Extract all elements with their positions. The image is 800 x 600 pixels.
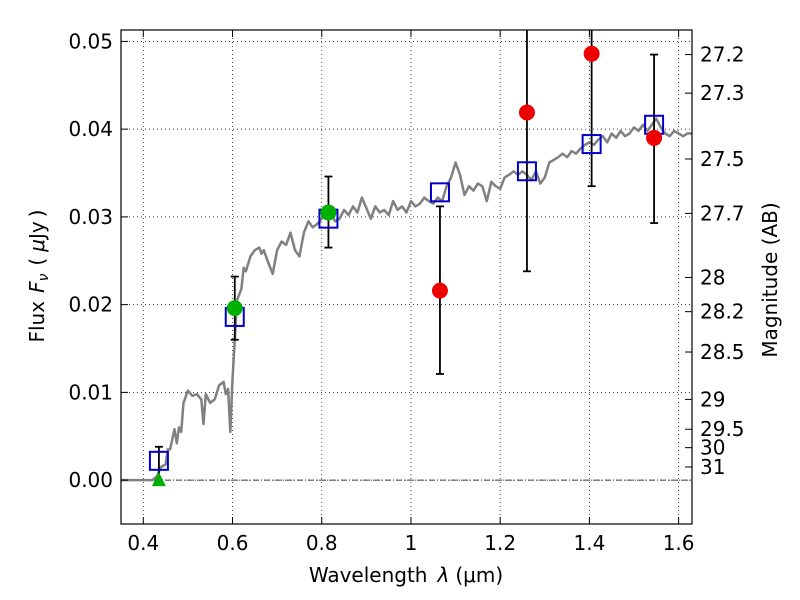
mag-tick-label: 28 [700, 265, 725, 289]
y-tick-label: 0.00 [68, 468, 113, 492]
mag-tick-label: 28.2 [700, 300, 745, 324]
mag-tick-label: 29.5 [700, 417, 745, 441]
plot-frame [120, 29, 693, 525]
mag-tick-label: 31 [700, 455, 725, 479]
mag-tick-label: 27.5 [700, 147, 745, 171]
x-tick-label: 0.6 [217, 531, 249, 555]
y-tick-label: 0.02 [68, 293, 113, 317]
model-box-marker [148, 450, 169, 471]
observed-points [151, 45, 663, 487]
observed-point-green [226, 300, 243, 317]
x-tick-label: 1.6 [663, 531, 695, 555]
y-tick-label: 0.04 [68, 117, 113, 141]
observed-point-red [583, 45, 600, 62]
x-tick-label: 1 [405, 531, 418, 555]
axis-ticks: 0.4 0.6 0.8 1 1.2 1.4 1.6 0.00 0.01 0.02 0.03 0.04 0… [68, 29, 744, 555]
observed-point-green [320, 204, 337, 221]
y-tick-label: 0.03 [68, 205, 113, 229]
axes-frame [120, 29, 693, 525]
mag-tick-label: 30 [700, 436, 725, 460]
model-box-marker [429, 182, 450, 203]
mag-tick-label: 27.7 [700, 201, 745, 225]
mag-tick-label: 27.3 [700, 81, 745, 105]
model-spectrum [121, 117, 692, 482]
mag-tick-label: 27.2 [700, 43, 745, 67]
model-photometry-boxes [148, 114, 665, 471]
x-tick-label: 1.4 [573, 531, 605, 555]
y-tick-label: 0.05 [68, 29, 113, 53]
model-box-marker [581, 134, 602, 155]
spectrum-line [121, 117, 692, 482]
y-axis-label: FluxFν(μJy) [25, 209, 52, 342]
upper-limit-triangle [151, 472, 166, 487]
observed-point-red [646, 129, 663, 146]
mag-tick-label: 28.5 [700, 340, 745, 364]
x-tick-label: 0.8 [306, 531, 338, 555]
x-axis-label: Wavelength λ (μm) [309, 563, 503, 587]
mag-tick-label: 29 [700, 387, 725, 411]
y-tick-label: 0.01 [68, 380, 113, 404]
grid-lines [121, 30, 692, 524]
x-tick-label: 0.4 [127, 531, 159, 555]
y-axis-right-label: Magnitude (AB) [758, 202, 782, 357]
observed-point-red [518, 104, 535, 121]
observed-point-red [431, 282, 448, 299]
model-box-marker [516, 161, 537, 182]
x-tick-label: 1.2 [484, 531, 516, 555]
